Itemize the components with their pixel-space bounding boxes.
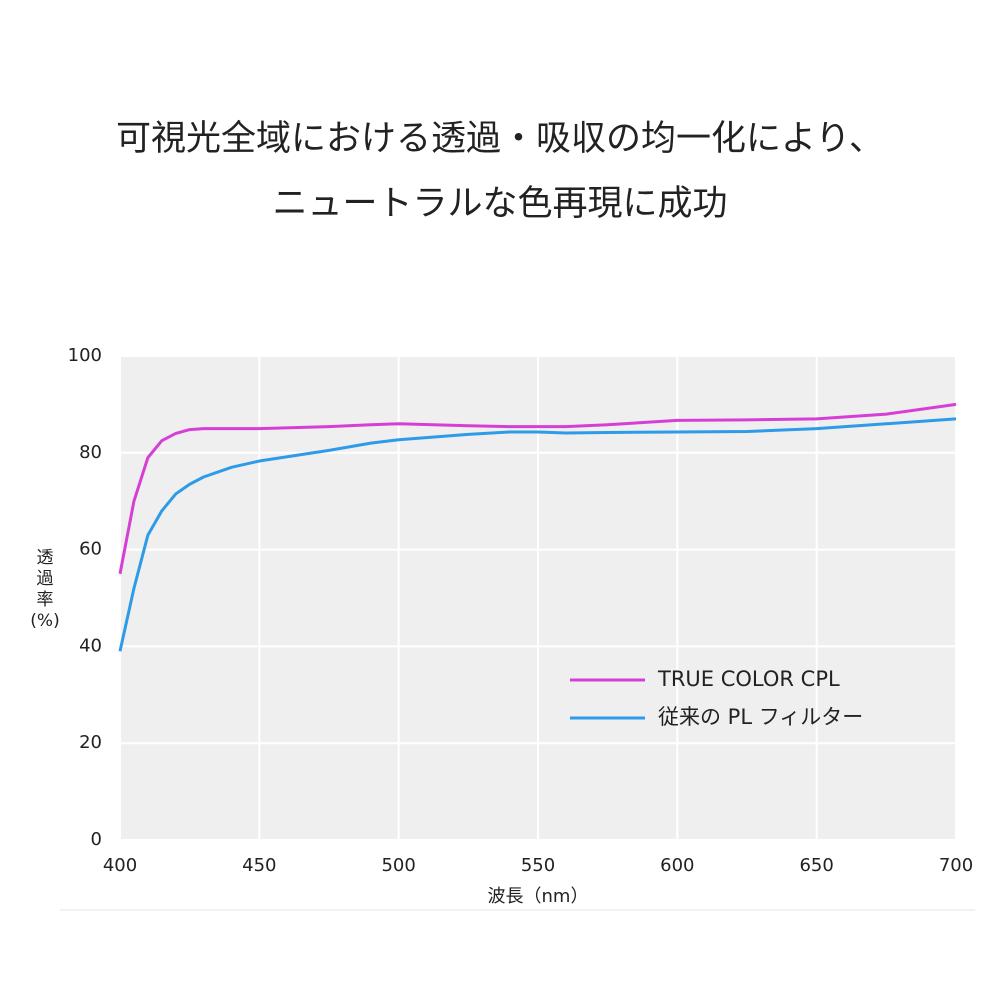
line [118,402,957,575]
x-tick-label: 450 [242,855,276,876]
y-axis-label: 透過率(%) [30,548,60,631]
chart-title: 可視光全域における透過・吸収の均一化により、 [116,119,884,159]
legend-label: TRUE COLOR CPL [657,667,840,691]
legend-label: 従来の PL フィルター [658,705,863,729]
x-tick-label: 400 [103,855,137,876]
chart-title: ニュートラルな色再現に成功 [272,184,727,224]
x-axis-label: 波長（nm） [488,886,589,907]
y-tick-label: 40 [79,635,102,656]
line [118,417,957,652]
x-tick-label: 700 [939,855,973,876]
y-tick-label: 80 [79,442,102,463]
x-tick-label: 600 [660,855,694,876]
y-tick-label: 0 [91,829,102,850]
y-tick-label: 100 [68,345,102,366]
x-tick-label: 550 [521,855,555,876]
y-tick-label: 20 [79,732,102,753]
x-tick-label: 650 [799,855,833,876]
y-tick-label: 60 [79,539,102,560]
x-tick-label: 500 [381,855,415,876]
